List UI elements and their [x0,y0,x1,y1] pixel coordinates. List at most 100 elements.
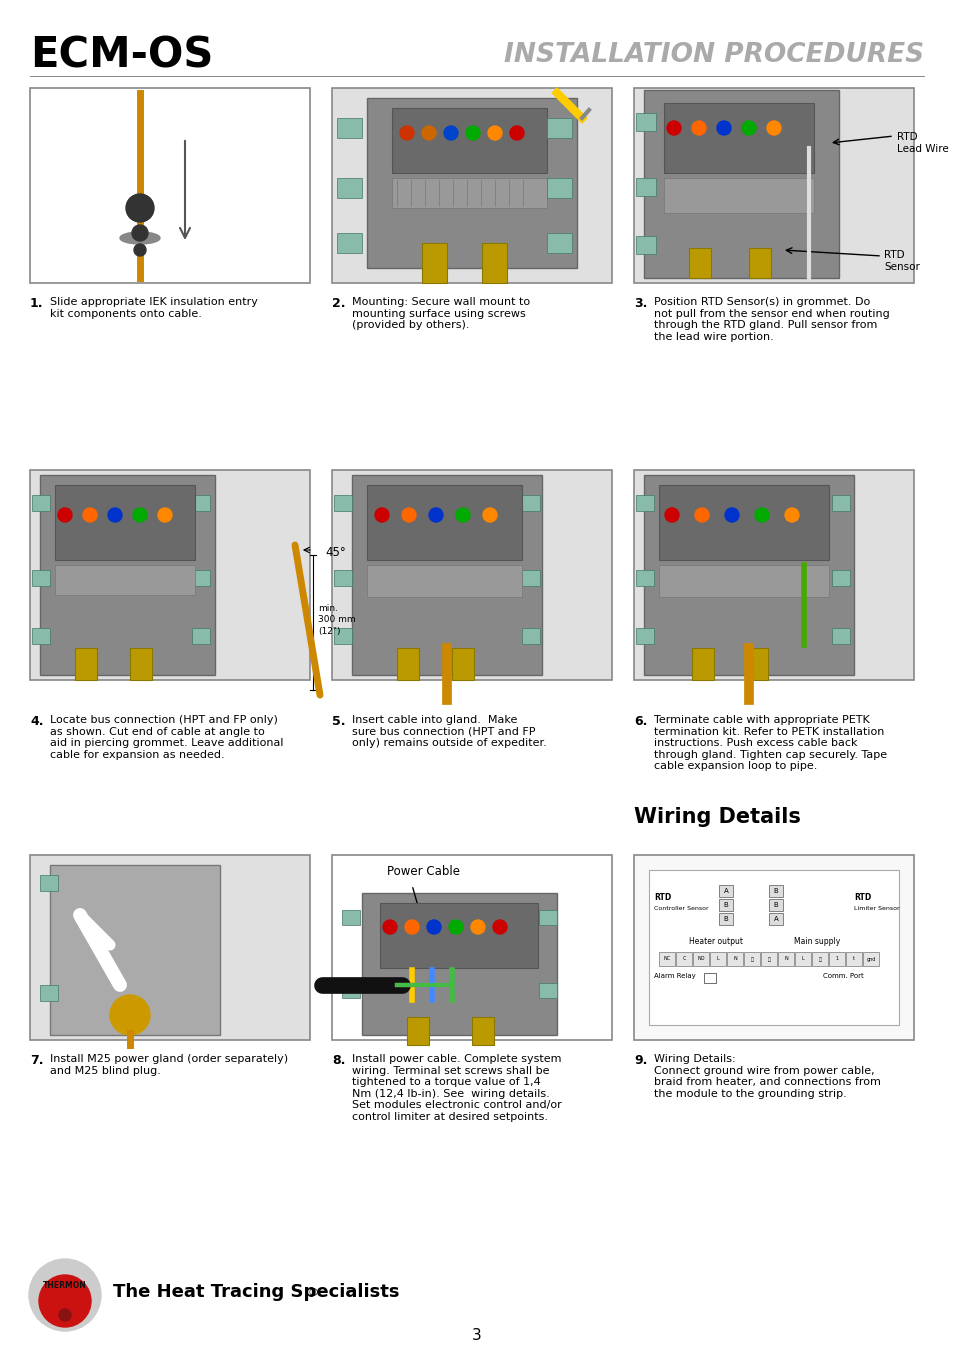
Circle shape [449,919,462,934]
Circle shape [493,919,506,934]
FancyBboxPatch shape [341,910,359,925]
Text: ⏚: ⏚ [767,957,770,961]
Circle shape [724,508,739,522]
Circle shape [405,919,418,934]
FancyBboxPatch shape [334,570,352,586]
Circle shape [741,122,755,135]
FancyBboxPatch shape [192,495,210,512]
Circle shape [666,122,680,135]
Text: A: A [773,917,778,922]
Circle shape [488,126,501,140]
Text: A: A [723,888,727,894]
Text: Controller Sensor: Controller Sensor [654,906,708,910]
Text: N: N [732,957,736,961]
FancyBboxPatch shape [352,475,541,675]
Text: B: B [773,888,778,894]
FancyBboxPatch shape [192,570,210,586]
FancyBboxPatch shape [828,952,844,967]
FancyBboxPatch shape [332,855,612,1040]
Text: ®: ® [308,1288,318,1297]
FancyBboxPatch shape [367,99,577,269]
FancyBboxPatch shape [768,913,782,925]
Text: Install M25 power gland (order separately)
and M25 blind plug.: Install M25 power gland (order separatel… [50,1054,288,1076]
FancyBboxPatch shape [760,952,776,967]
FancyBboxPatch shape [831,495,849,512]
FancyBboxPatch shape [794,952,810,967]
Text: RTD
Lead Wire: RTD Lead Wire [896,132,947,154]
Circle shape [482,508,497,522]
FancyBboxPatch shape [392,108,546,173]
FancyBboxPatch shape [634,88,913,284]
FancyBboxPatch shape [521,628,539,644]
Text: ⏚: ⏚ [750,957,753,961]
FancyBboxPatch shape [726,952,742,967]
Text: L: L [801,957,803,961]
Text: B: B [723,917,727,922]
Text: Mounting: Secure wall mount to
mounting surface using screws
(provided by others: Mounting: Secure wall mount to mounting … [352,297,530,331]
FancyBboxPatch shape [367,485,521,560]
FancyBboxPatch shape [768,899,782,911]
FancyBboxPatch shape [663,178,813,213]
Text: 2.: 2. [332,297,345,310]
FancyBboxPatch shape [396,648,418,680]
Text: min.
300 mm
(12"): min. 300 mm (12") [317,605,355,636]
FancyBboxPatch shape [334,495,352,512]
Circle shape [399,126,414,140]
Text: Alarm Relay: Alarm Relay [654,973,695,979]
FancyBboxPatch shape [703,973,716,983]
Text: Main supply: Main supply [793,937,840,946]
Circle shape [717,122,730,135]
Circle shape [664,508,679,522]
Text: 7.: 7. [30,1054,44,1067]
Circle shape [784,508,799,522]
Text: The Heat Tracing Specialists: The Heat Tracing Specialists [112,1282,399,1301]
Text: 4.: 4. [30,716,44,728]
FancyBboxPatch shape [336,117,361,138]
FancyBboxPatch shape [634,470,913,680]
FancyBboxPatch shape [709,952,725,967]
Text: C: C [681,957,685,961]
FancyBboxPatch shape [192,628,210,644]
FancyBboxPatch shape [546,234,572,252]
FancyBboxPatch shape [636,236,656,254]
Text: THERMON: THERMON [43,1281,87,1289]
FancyBboxPatch shape [55,485,194,560]
FancyBboxPatch shape [636,113,656,131]
Text: 6.: 6. [634,716,647,728]
Text: Heater output: Heater output [688,937,742,946]
FancyBboxPatch shape [40,475,214,675]
FancyBboxPatch shape [452,648,474,680]
Text: Terminate cable with appropriate PETK
termination kit. Refer to PETK installatio: Terminate cable with appropriate PETK te… [654,716,886,771]
FancyBboxPatch shape [481,243,506,284]
FancyBboxPatch shape [55,566,194,595]
Text: gnd: gnd [865,957,875,961]
Circle shape [471,919,484,934]
FancyBboxPatch shape [676,952,691,967]
FancyBboxPatch shape [538,910,557,925]
FancyBboxPatch shape [32,495,50,512]
FancyBboxPatch shape [341,983,359,998]
FancyBboxPatch shape [30,470,310,680]
Circle shape [29,1260,101,1331]
FancyBboxPatch shape [768,886,782,896]
FancyBboxPatch shape [40,986,58,1000]
FancyBboxPatch shape [636,178,656,196]
FancyBboxPatch shape [546,117,572,138]
Text: INSTALLATION PROCEDURES: INSTALLATION PROCEDURES [503,42,923,68]
Circle shape [443,126,457,140]
Text: 1: 1 [835,957,838,961]
FancyBboxPatch shape [862,952,878,967]
FancyBboxPatch shape [30,88,310,284]
Text: Wiring Details:
Connect ground wire from power cable,
braid from heater, and con: Wiring Details: Connect ground wire from… [654,1054,880,1099]
Circle shape [110,995,150,1035]
Text: Position RTD Sensor(s) in grommet. Do
not pull from the sensor end when routing
: Position RTD Sensor(s) in grommet. Do no… [654,297,889,342]
FancyBboxPatch shape [845,952,862,967]
FancyBboxPatch shape [379,903,537,968]
Circle shape [132,225,148,242]
FancyBboxPatch shape [831,628,849,644]
FancyBboxPatch shape [332,470,612,680]
FancyBboxPatch shape [719,913,732,925]
Circle shape [510,126,523,140]
Text: Wiring Details: Wiring Details [634,807,800,828]
FancyBboxPatch shape [831,570,849,586]
